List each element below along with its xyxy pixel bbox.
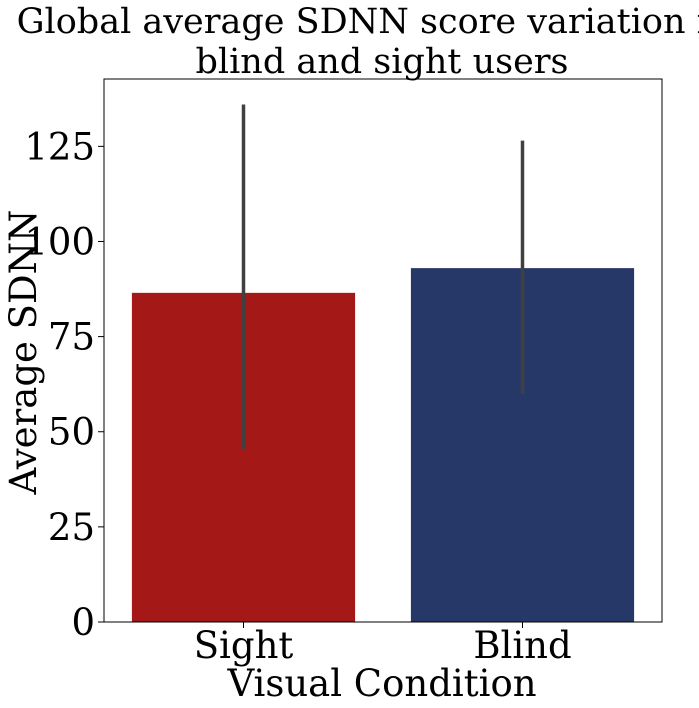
- chart-title-line-2: blind and sight users: [195, 42, 568, 82]
- y-tick-label-100: 100: [24, 220, 95, 263]
- chart-title-line-1: Global average SDNN score variation for: [17, 2, 699, 42]
- x-tick-label-sight: Sight: [194, 624, 294, 667]
- y-tick-label-125: 125: [24, 125, 95, 168]
- y-tick-label-75: 75: [48, 316, 95, 359]
- error-bars-layer: [241, 104, 525, 449]
- bars-layer: [131, 268, 635, 622]
- y-tick-label-50: 50: [48, 411, 95, 454]
- x-axis-label: Visual Condition: [226, 662, 536, 705]
- y-axis-label: Average SDNN: [2, 210, 45, 496]
- x-tick-label-blind: Blind: [473, 624, 571, 667]
- y-axis-ticks: 0 25 50 75 100 125: [24, 125, 104, 644]
- x-axis-ticks: Sight Blind: [194, 622, 572, 667]
- y-tick-label-25: 25: [48, 506, 95, 549]
- plot-frame: [103, 78, 663, 623]
- y-tick-label-0: 0: [71, 601, 95, 644]
